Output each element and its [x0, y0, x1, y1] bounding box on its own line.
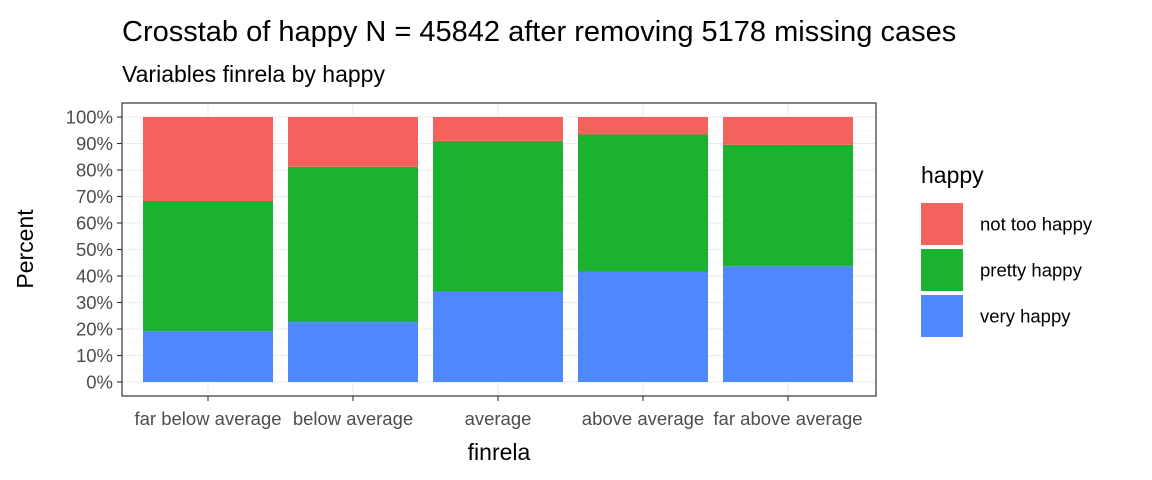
- legend-title: happy: [921, 162, 984, 188]
- y-axis-title: Percent: [12, 209, 38, 289]
- chart-subtitle: Variables finrela by happy: [122, 61, 385, 87]
- y-tick-label: 40%: [76, 266, 113, 287]
- legend-label-very-happy: very happy: [980, 306, 1071, 327]
- chart-title: Crosstab of happy N = 45842 after removi…: [122, 16, 956, 48]
- y-tick-label: 50%: [76, 239, 113, 260]
- legend-label-not-too-happy: not too happy: [980, 214, 1093, 235]
- x-tick-label: far above average: [713, 408, 862, 429]
- bar-segment-pretty-happy-2: [288, 166, 418, 323]
- bar-segment-very-happy-2: [288, 322, 418, 382]
- bar-segment-not-too-happy-3: [433, 117, 563, 141]
- y-tick-label: 90%: [76, 133, 113, 154]
- bar-segment-not-too-happy-5: [723, 117, 853, 145]
- bar-segment-very-happy-1: [143, 331, 273, 382]
- x-tick-label: average: [465, 408, 532, 429]
- y-axis: 0% 10% 20% 30% 40% 50% 60% 70% 80% 90% 100%: [66, 107, 122, 393]
- x-tick-label: above average: [582, 408, 704, 429]
- bar-segment-not-too-happy-1: [143, 117, 273, 202]
- bar-segment-very-happy-3: [433, 291, 563, 382]
- legend-label-pretty-happy: pretty happy: [980, 260, 1083, 281]
- x-tick-label: far below average: [134, 408, 281, 429]
- bar-segment-very-happy-5: [723, 266, 853, 382]
- y-tick-label: 60%: [76, 213, 113, 234]
- bar-segment-pretty-happy-4: [578, 134, 708, 272]
- bar-segment-not-too-happy-4: [578, 117, 708, 135]
- x-tick-label: below average: [293, 408, 413, 429]
- bar-segment-very-happy-4: [578, 271, 708, 382]
- bars: [143, 117, 853, 382]
- y-tick-label: 100%: [66, 107, 113, 128]
- y-tick-label: 70%: [76, 186, 113, 207]
- y-tick-label: 30%: [76, 292, 113, 313]
- bar-segment-not-too-happy-2: [288, 117, 418, 167]
- legend-swatch-not-too-happy: [921, 203, 963, 245]
- legend: happy not too happy pretty happy very happ…: [921, 162, 1093, 337]
- y-tick-label: 20%: [76, 319, 113, 340]
- x-axis: far below average below average average abo…: [134, 396, 863, 429]
- legend-swatch-very-happy: [921, 295, 963, 337]
- legend-swatch-pretty-happy: [921, 249, 963, 291]
- y-tick-label: 10%: [76, 345, 113, 366]
- y-tick-label: 0%: [86, 372, 113, 393]
- bar-segment-pretty-happy-5: [723, 144, 853, 267]
- y-tick-label: 80%: [76, 160, 113, 181]
- bar-segment-pretty-happy-1: [143, 201, 273, 332]
- x-axis-title: finrela: [468, 439, 531, 465]
- bar-segment-pretty-happy-3: [433, 140, 563, 292]
